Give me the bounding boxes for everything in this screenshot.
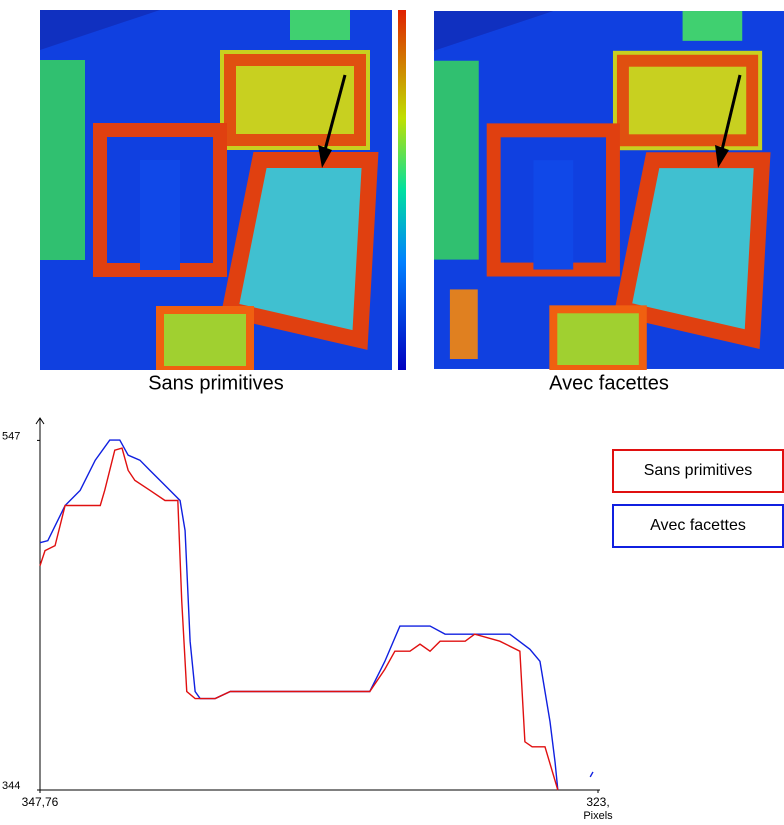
legend-label: Sans primitives (644, 462, 752, 479)
caption: Sans primitives (148, 372, 284, 394)
legend-label: Avec facettes (650, 517, 746, 534)
line (39, 439, 594, 791)
arrow-head (715, 145, 729, 168)
arrow-head (318, 145, 332, 168)
axis-arrow (35, 417, 45, 425)
caption: Avec facettes (549, 372, 669, 394)
arrow (323, 74, 347, 151)
line (39, 447, 559, 791)
colorbar (398, 10, 406, 370)
height-map (40, 10, 392, 370)
x-tick-label: 347,76 (22, 795, 59, 809)
arrow (720, 74, 742, 151)
legend-box (612, 504, 784, 548)
legend-box (612, 449, 784, 493)
x-tick-label: 323, (586, 795, 609, 809)
y-tick-label: 344 (2, 780, 20, 792)
y-tick-label: 547 (2, 430, 20, 442)
x-axis-label: Pixels (583, 810, 613, 822)
height-map (434, 11, 784, 369)
